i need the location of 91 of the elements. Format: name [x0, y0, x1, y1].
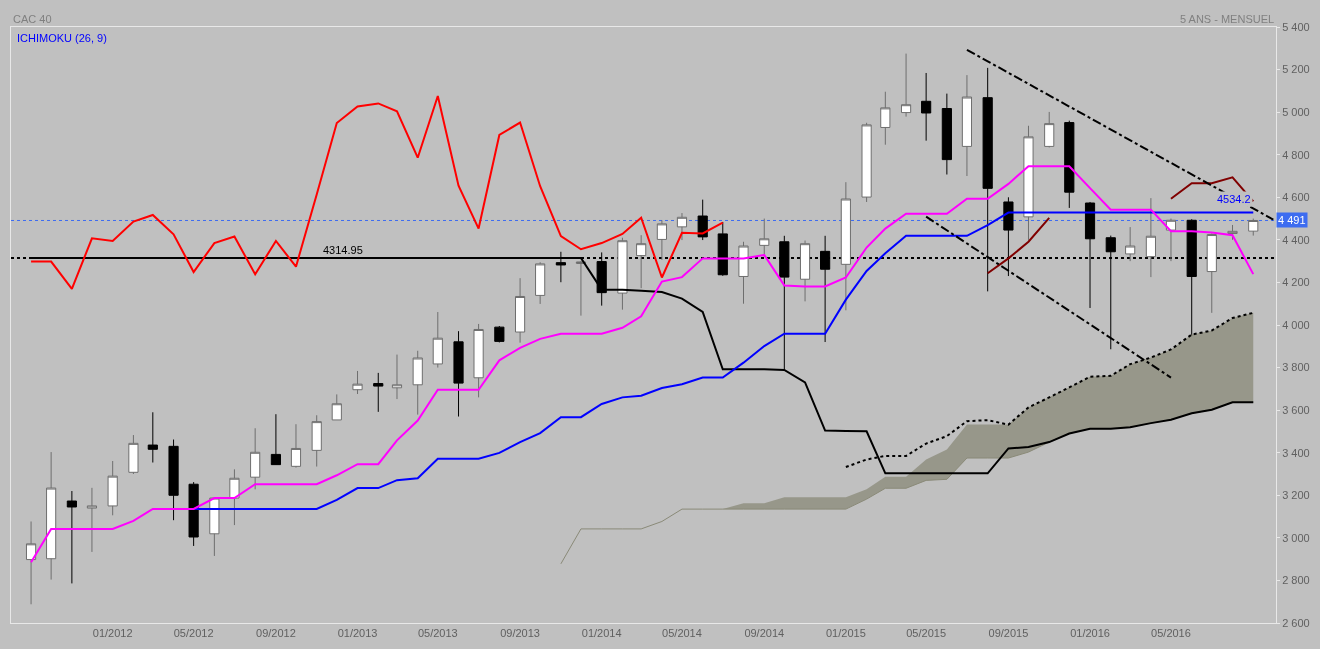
- candlestick: [941, 93, 952, 176]
- y-tick-label: 2 800: [1282, 574, 1310, 587]
- x-tick-label: 09/2012: [256, 627, 296, 640]
- candlestick: [412, 350, 423, 416]
- candlestick: [514, 277, 526, 344]
- candlestick: [46, 451, 57, 581]
- line-series: [192, 211, 1255, 510]
- candlestick: [676, 212, 688, 241]
- y-tick-label: 3 200: [1282, 489, 1310, 502]
- line-series: [30, 165, 1255, 564]
- candlestick: [617, 237, 628, 311]
- y-tick-label: 3 400: [1282, 446, 1310, 459]
- candlestick: [290, 423, 302, 469]
- x-tick-label: 05/2016: [1151, 627, 1191, 640]
- ref-line-label: 4314.95: [323, 244, 363, 256]
- annotation: 4534.2: [1217, 193, 1251, 205]
- candlestick: [697, 199, 708, 241]
- candlestick: [799, 240, 811, 302]
- candlestick: [921, 72, 932, 142]
- candlestick: [168, 439, 179, 521]
- x-tick-label: 09/2015: [988, 627, 1029, 640]
- text: 5 ANS - MENSUEL: [1180, 13, 1275, 25]
- candlestick: [1227, 224, 1238, 241]
- line-series: [30, 94, 724, 290]
- y-tick-label: 4 600: [1282, 191, 1310, 204]
- candlestick: [352, 370, 363, 395]
- candlestick: [209, 496, 220, 557]
- candlestick: [66, 490, 77, 584]
- candlestick: [575, 260, 587, 317]
- candlestick: [373, 372, 384, 413]
- candlestick: [840, 181, 851, 311]
- x-tick-label: 05/2012: [173, 627, 214, 640]
- y-tick-label: 5 400: [1282, 20, 1310, 33]
- annotation: ICHIMOKU (26, 9): [17, 32, 107, 44]
- candlestick: [861, 122, 872, 203]
- x-tick-label: 05/2015: [906, 627, 947, 640]
- y-tick-label: 3 000: [1282, 531, 1310, 544]
- x-tick-label: 05/2013: [417, 627, 458, 640]
- candlestick: [432, 311, 443, 369]
- x-tick-label: 01/2014: [581, 627, 622, 640]
- y-tick-label: 4 400: [1282, 233, 1310, 246]
- candlestick: [961, 74, 973, 177]
- candlestick: [717, 221, 728, 277]
- candlestick: [900, 53, 912, 118]
- x-tick-label: 01/2013: [337, 627, 378, 640]
- candlestick: [331, 393, 342, 421]
- candlestick: [250, 427, 261, 490]
- ref-line-label: 4 491: [1278, 214, 1306, 226]
- candlestick: [270, 413, 281, 466]
- candlestick: [1248, 218, 1259, 237]
- candlestick: [1044, 111, 1055, 148]
- candlestick: [880, 91, 891, 146]
- y-tick-label: 5 200: [1282, 63, 1310, 76]
- candlestick: [1206, 232, 1217, 314]
- x-tick-label: 09/2013: [500, 627, 540, 640]
- y-tick-label: 4 000: [1282, 318, 1310, 331]
- candlestick: [229, 468, 240, 526]
- x-tick-label: 05/2014: [662, 627, 702, 640]
- candlestick: [1064, 120, 1075, 209]
- y-tick-label: 3 600: [1282, 403, 1310, 416]
- x-tick-label: 01/2012: [92, 627, 133, 640]
- x-tick-label: 09/2014: [744, 627, 785, 640]
- y-tick-label: 2 600: [1282, 616, 1310, 629]
- chart-title: CAC 40: [13, 13, 52, 25]
- candlestick: [453, 330, 464, 418]
- y-tick-label: 4 800: [1282, 148, 1310, 161]
- candlestick: [188, 481, 199, 547]
- candlestick: [86, 487, 98, 553]
- candlestick: [311, 414, 322, 468]
- candlestick: [25, 520, 37, 605]
- candlestick: [1023, 125, 1034, 241]
- y-tick-label: 5 000: [1282, 105, 1310, 118]
- candlestick: [391, 354, 403, 400]
- y-tick-label: 3 800: [1282, 361, 1310, 374]
- candlestick: [636, 234, 647, 289]
- candlestick: [107, 460, 118, 516]
- candlestick: [473, 323, 484, 398]
- x-tick-label: 01/2015: [825, 627, 866, 640]
- candlestick: [738, 241, 749, 305]
- x-tick-label: 01/2016: [1070, 627, 1110, 640]
- candlestick: [820, 235, 831, 343]
- candlestick: [656, 219, 667, 261]
- candlestick: [494, 325, 505, 343]
- candlestick: [1125, 226, 1136, 262]
- candlestick: [147, 411, 158, 464]
- candlestick: [1145, 197, 1156, 278]
- y-tick-label: 4 200: [1282, 276, 1310, 289]
- candlestick: [1186, 218, 1197, 337]
- candlestick: [1165, 218, 1177, 262]
- candlestick: [535, 261, 546, 305]
- candlestick: [128, 434, 139, 475]
